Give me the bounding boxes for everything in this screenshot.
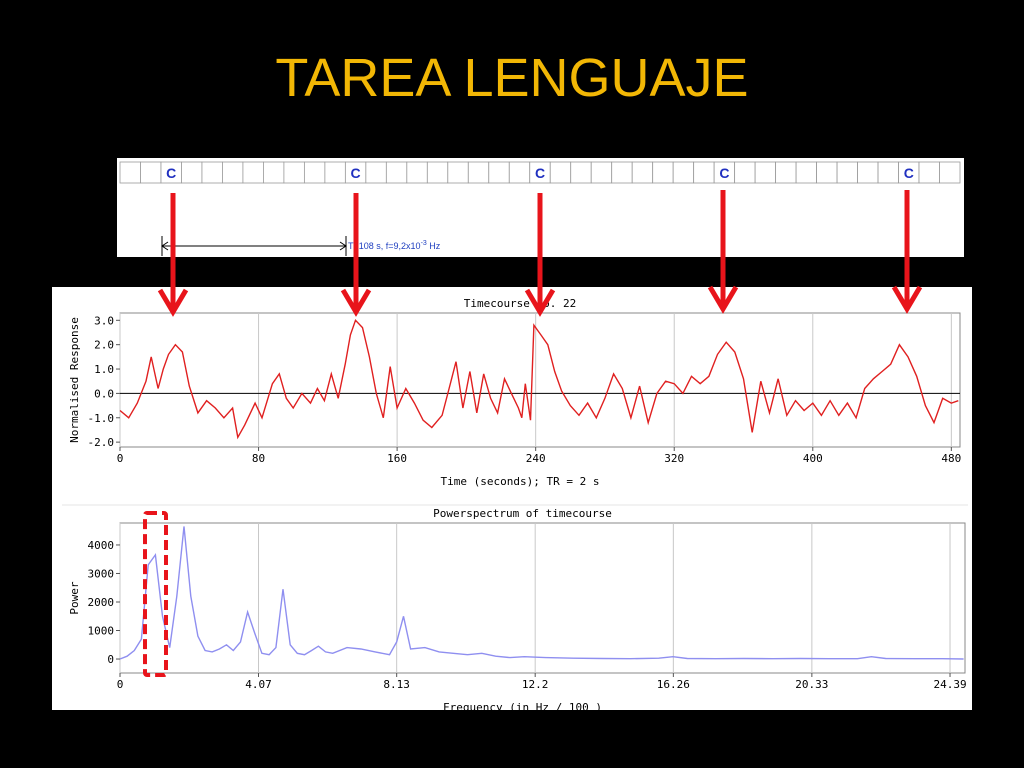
period-annotation: T=108 s, f=9,2x10-3 Hz	[348, 240, 441, 251]
arrows	[157, 190, 923, 317]
block-cell	[795, 161, 817, 184]
annotation-superscript: -3	[421, 240, 427, 247]
x-axis-label: Frequency (in Hz / 100 )	[443, 701, 602, 714]
block-cell	[631, 161, 654, 184]
x-tick-label: 0	[117, 452, 124, 465]
block-cell	[693, 161, 715, 184]
block-cell	[672, 161, 695, 184]
block-cell	[611, 161, 633, 184]
block-cell	[488, 161, 510, 184]
y-tick-label: 0	[107, 653, 114, 666]
y-tick-label: 4000	[88, 539, 115, 552]
y-tick-label: 1000	[88, 625, 115, 638]
block-cell	[263, 161, 285, 184]
x-tick-label: 80	[252, 452, 265, 465]
block-cell	[303, 161, 326, 184]
block-cell	[775, 161, 797, 184]
block-cell	[181, 161, 203, 184]
highlight-box	[143, 511, 168, 677]
y-tick-label: 2.0	[94, 339, 114, 352]
block-label: C	[351, 165, 361, 181]
block-cell	[836, 161, 858, 184]
onset-arrow	[707, 190, 739, 314]
y-tick-label: 0.0	[94, 387, 114, 400]
x-tick-label: 240	[526, 452, 546, 465]
x-tick-label: 4.07	[245, 678, 272, 691]
block-cell	[385, 161, 408, 184]
block-cell	[140, 161, 162, 184]
block-cell	[816, 161, 838, 184]
block-label: C	[719, 165, 729, 181]
block-label: C	[904, 165, 914, 181]
block-cell	[447, 161, 469, 184]
block-cell	[857, 161, 879, 184]
block-cell	[426, 161, 449, 184]
x-tick-label: 480	[941, 452, 961, 465]
block-cell	[877, 161, 899, 184]
x-tick-label: 160	[387, 452, 407, 465]
x-tick-label: 320	[664, 452, 684, 465]
x-tick-label: 0	[117, 678, 124, 691]
y-axis-label: Normalised Response	[68, 317, 81, 443]
y-tick-label: 3.0	[94, 314, 114, 327]
x-tick-label: 8.13	[383, 678, 410, 691]
annotation-suffix: Hz	[427, 241, 441, 251]
block-cell	[242, 161, 264, 184]
slide-title: TAREA LENGUAJE	[275, 48, 748, 108]
block-cell	[324, 161, 346, 184]
block-cell	[939, 161, 961, 184]
chart-title: Timecourse no. 22	[464, 297, 577, 310]
data-line	[119, 526, 964, 660]
onset-arrow	[157, 193, 189, 317]
y-tick-label: 1.0	[94, 363, 114, 376]
x-tick-label: 400	[803, 452, 823, 465]
y-tick-label: -2.0	[88, 436, 115, 449]
block-cell	[365, 161, 387, 184]
block-label: C	[166, 165, 176, 181]
y-tick-label: 2000	[88, 596, 115, 609]
chart-title: Powerspectrum of timecourse	[433, 507, 612, 520]
block-cell	[201, 161, 223, 184]
block-cell	[508, 161, 531, 184]
x-tick-label: 12.2	[522, 678, 549, 691]
y-tick-label: -1.0	[88, 412, 115, 425]
plot-area	[119, 522, 966, 674]
block-cell	[590, 161, 613, 184]
block-cell	[918, 161, 940, 184]
block-cell	[222, 161, 244, 184]
onset-arrow	[524, 193, 556, 317]
block-label: C	[535, 165, 545, 181]
x-tick-label: 20.33	[795, 678, 828, 691]
block-cell	[549, 161, 572, 184]
block-cell	[754, 161, 777, 184]
y-axis-label: Power	[68, 581, 81, 614]
block-cell	[406, 161, 428, 184]
block-cell	[734, 161, 756, 184]
x-axis-label: Time (seconds); TR = 2 s	[441, 475, 600, 488]
block-cell	[467, 161, 490, 184]
data-line	[119, 318, 959, 440]
block-cell	[283, 161, 305, 184]
x-tick-label: 24.39	[933, 678, 966, 691]
plot-area	[119, 312, 961, 448]
block-cell	[570, 161, 592, 184]
y-tick-label: 3000	[88, 567, 115, 580]
onset-arrow	[891, 190, 923, 314]
block-cell	[652, 161, 674, 184]
x-tick-label: 16.26	[657, 678, 690, 691]
onset-arrow	[340, 193, 372, 317]
charts: 0 80 160 240 320 400 480 3.0 2.0 1.0 0.0 -1.0 -2.0 Ti…	[68, 297, 967, 714]
block-cell	[119, 161, 141, 184]
annotation-text: T=108 s, f=9,2x10	[348, 241, 421, 251]
